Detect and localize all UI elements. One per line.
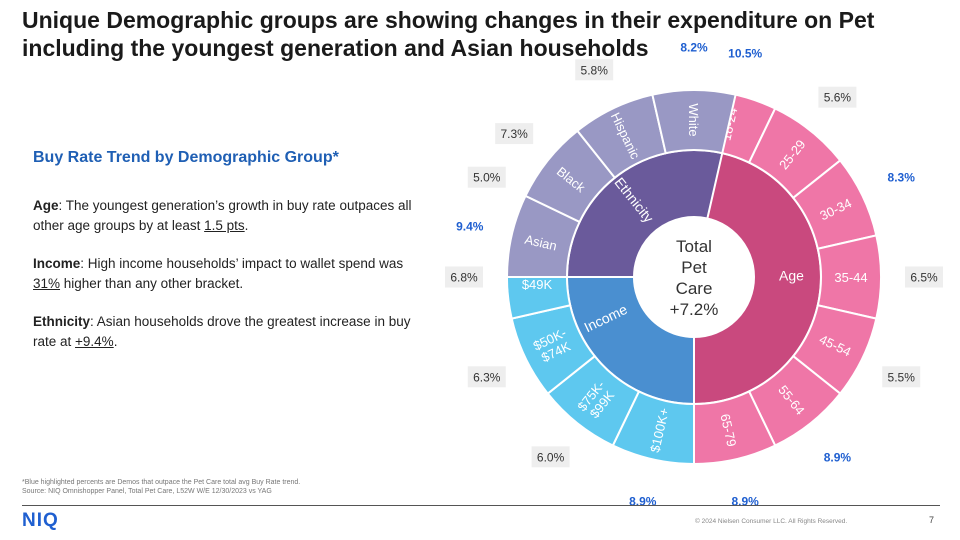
center-label-line-4: +7.2% xyxy=(670,300,719,319)
segment-label-line: $49K xyxy=(522,277,553,292)
value-label-age-35-44: 6.5% xyxy=(910,271,938,285)
value-box-age-30-34 xyxy=(882,166,921,188)
segment-label-ethnicity-asian: Asian xyxy=(523,232,558,254)
value-label-ethnicity-hispanic: 5.8% xyxy=(581,63,609,77)
segment-label-age-65-79: 65-79 xyxy=(717,412,739,448)
value-label-income-50k-74k: 6.3% xyxy=(473,370,501,384)
value-label-income-25k-49k: 6.8% xyxy=(450,271,478,285)
value-box-income-100k xyxy=(623,490,662,512)
chart-subtitle: Buy Rate Trend by Demographic Group* xyxy=(33,149,339,166)
value-box-age-65-79 xyxy=(726,490,765,512)
segment-label-line: Asian xyxy=(523,232,558,254)
income-paragraph-label: Income xyxy=(33,256,81,271)
value-box-age-45-54 xyxy=(882,366,921,388)
value-label-age-45-54: 5.5% xyxy=(888,370,916,384)
value-box-ethnicity-asian xyxy=(450,215,489,237)
page-number: 7 xyxy=(929,515,935,525)
value-box-ethnicity-white xyxy=(675,36,713,58)
footnote-line-1: *Blue highlighted percents are Demos tha… xyxy=(22,479,301,486)
value-box-age-55-64 xyxy=(818,446,857,468)
segment-label-line: White xyxy=(686,103,701,136)
value-label-income-100k: 8.9% xyxy=(629,495,657,509)
footnote-source: Source: NIQ Omnishopper Panel, Total Pet… xyxy=(22,488,272,495)
value-label-age-55-64: 8.9% xyxy=(824,450,852,464)
value-box-income-25k-49k xyxy=(445,266,483,288)
value-box-ethnicity-black xyxy=(495,123,534,145)
income-paragraph-end: higher than any other bracket. xyxy=(60,276,244,291)
age-group-label: Age xyxy=(779,268,804,284)
age-paragraph-end: . xyxy=(244,218,249,233)
ethnicity-paragraph-text: : Asian households drove the greatest in… xyxy=(33,314,411,349)
value-label-income-under-25k: 5.0% xyxy=(473,171,501,185)
income-paragraph-text: : High income households’ impact to wall… xyxy=(80,256,404,271)
value-label-ethnicity-asian: 9.4% xyxy=(456,219,484,233)
income-paragraph: Income: High income households’ impact t… xyxy=(33,254,413,294)
value-label-income-75k-99k: 6.0% xyxy=(537,450,565,464)
age-paragraph-text: : The youngest generation’s growth in bu… xyxy=(33,198,412,233)
value-label-ethnicity-black: 7.3% xyxy=(500,127,528,141)
value-box-ethnicity-hispanic xyxy=(575,59,614,81)
segment-label-age-35-44: 35-44 xyxy=(834,270,867,285)
ethnicity-paragraph-end: . xyxy=(113,334,118,349)
ethnicity-paragraph: Ethnicity: Asian households drove the gr… xyxy=(33,312,413,352)
center-circle xyxy=(634,217,754,337)
niq-logo: NIQ xyxy=(22,510,59,531)
value-box-age-35-44 xyxy=(905,266,943,288)
value-box-age-18-24 xyxy=(723,42,768,64)
value-box-age-25-29 xyxy=(818,86,857,108)
segment-label-line: 35-44 xyxy=(834,270,867,285)
income-paragraph-highlight: 31% xyxy=(33,276,61,291)
center-label-line-3: Care xyxy=(676,279,713,298)
value-label-age-65-79: 8.9% xyxy=(732,495,760,509)
center-label-line-1: Total xyxy=(676,237,712,256)
value-label-age-30-34: 8.3% xyxy=(888,171,916,185)
copyright-text: © 2024 Nielsen Consumer LLC. All Rights … xyxy=(695,518,848,525)
value-label-ethnicity-white: 8.2% xyxy=(680,41,708,55)
segment-label-line: 65-79 xyxy=(717,412,739,448)
footnote: *Blue highlighted percents are Demos tha… xyxy=(22,478,300,496)
page-title: Unique Demographic groups are showing ch… xyxy=(22,7,875,61)
ethnicity-paragraph-label: Ethnicity xyxy=(33,314,91,329)
ethnicity-paragraph-highlight: +9.4% xyxy=(75,334,114,349)
segment-ethnicity-white xyxy=(651,89,737,155)
segment-label-ethnicity-white: White xyxy=(686,103,701,136)
age-paragraph: Age: The youngest generation’s growth in… xyxy=(33,196,413,236)
age-paragraph-highlight: 1.5 pts xyxy=(204,218,245,233)
center-label-line-2: Pet xyxy=(681,258,707,277)
value-label-age-18-24: 10.5% xyxy=(728,46,762,60)
age-paragraph-label: Age xyxy=(33,198,59,213)
value-box-income-50k-74k xyxy=(467,366,506,388)
value-box-income-under-25k xyxy=(467,166,506,188)
footer-divider xyxy=(22,505,940,506)
value-label-age-25-29: 5.6% xyxy=(824,91,852,105)
value-box-income-75k-99k xyxy=(531,446,570,468)
